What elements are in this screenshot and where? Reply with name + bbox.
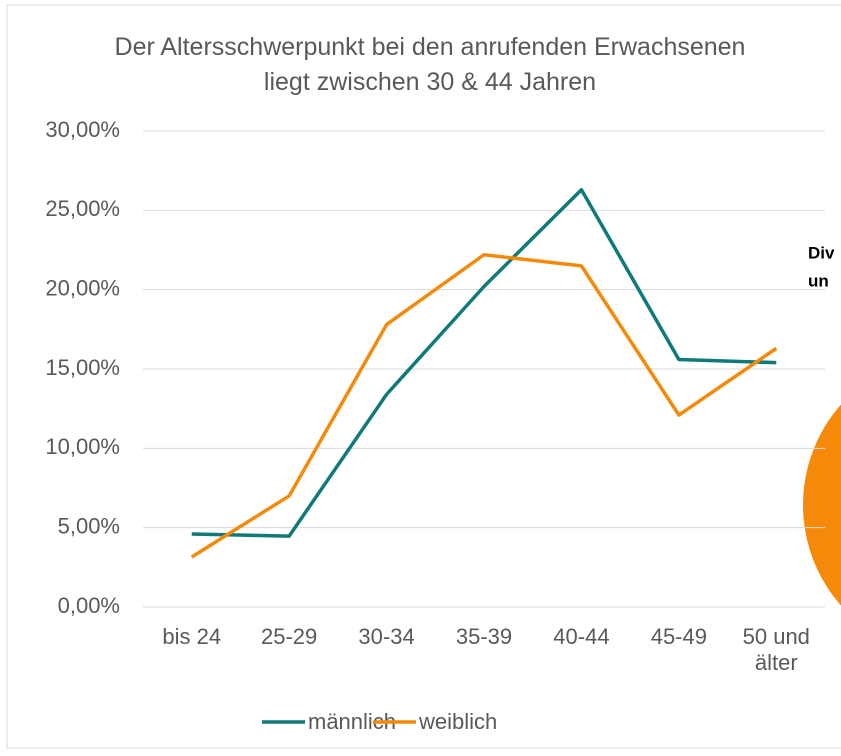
x-tick-label: 45-49 [650,624,707,649]
series-line [191,187,777,538]
legend-label: weiblich [418,709,497,734]
x-tick-label: 50 und älter [742,624,810,675]
series-line [190,253,778,559]
x-tick-label: 35-39 [455,624,513,649]
y-tick-label: 30,00% [45,117,120,142]
decor-circle [803,404,841,606]
y-tick-label: 5,00% [58,513,120,538]
x-tick-label: bis 24 [162,624,222,649]
y-tick-label: 15,00% [45,355,120,380]
x-tick-label: 40-44 [553,624,610,649]
annotation: Div [808,243,835,262]
x-tick-label: 25-29 [261,624,318,649]
chart-title: Der Altersschwerpunkt bei den anrufenden… [114,33,746,96]
x-tick-label: 30-34 [358,624,415,649]
y-tick-label: 25,00% [45,196,120,221]
y-tick-label: 20,00% [45,275,120,300]
y-tick-label: 0,00% [58,593,120,618]
chart-frame [6,4,841,749]
annotation: un [808,271,829,290]
y-tick-label: 10,00% [45,434,120,459]
